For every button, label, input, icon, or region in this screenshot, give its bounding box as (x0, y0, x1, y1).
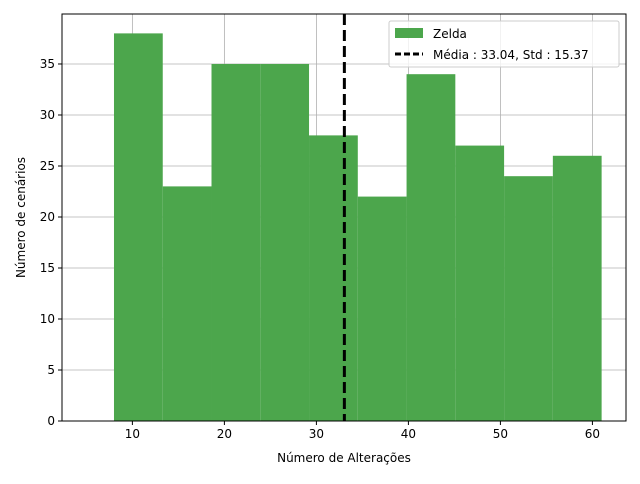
axes-frame (61, 13, 627, 422)
histogram-bar (357, 196, 407, 421)
y-axis-label: Número de cenários (14, 157, 28, 278)
y-tick-label: 35 (40, 57, 55, 71)
histogram-bar (406, 74, 456, 422)
y-tick-label: 5 (47, 363, 55, 377)
histogram-bars (113, 33, 602, 422)
legend-label-zelda: Zelda (433, 27, 467, 41)
y-tick-label: 25 (40, 159, 55, 173)
x-axis-label: Número de Alterações (277, 451, 411, 465)
histogram-bar (260, 63, 310, 422)
legend-box (388, 20, 620, 68)
histogram-bar (113, 33, 163, 421)
y-tick-label: 0 (47, 414, 55, 428)
histogram-bar (455, 145, 505, 421)
histogram-bar (309, 135, 358, 421)
legend-swatch-zelda (395, 28, 423, 38)
legend: Zelda Média : 33.04, Std : 15.37 (388, 20, 620, 68)
x-tick-label: 40 (401, 427, 416, 441)
histogram-bar (504, 176, 553, 421)
legend-label-mean: Média : 33.04, Std : 15.37 (433, 48, 589, 62)
histogram-bar (162, 186, 212, 421)
x-tick-label: 30 (309, 427, 324, 441)
y-tick-label: 20 (40, 210, 55, 224)
x-tick-label: 10 (125, 427, 140, 441)
histogram-bar (211, 63, 261, 422)
x-tick-label: 20 (217, 427, 232, 441)
y-tick-label: 30 (40, 108, 55, 122)
histogram-bar (552, 155, 602, 421)
y-tick-label: 15 (40, 261, 55, 275)
x-tick-label: 60 (585, 427, 600, 441)
x-tick-label: 50 (493, 427, 508, 441)
y-axis-ticks: 0 5 10 15 20 25 30 35 (40, 57, 62, 428)
y-tick-label: 10 (40, 312, 55, 326)
x-axis-ticks: 10 20 30 40 50 60 (125, 421, 600, 441)
